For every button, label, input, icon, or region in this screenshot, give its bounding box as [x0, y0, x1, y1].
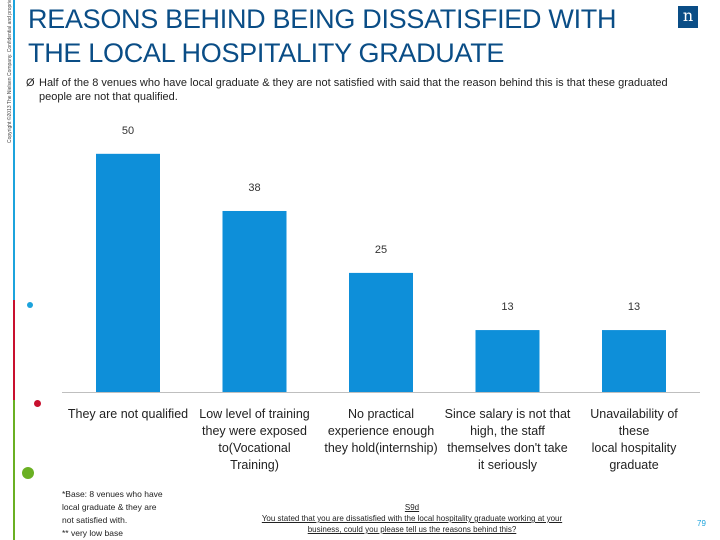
footnote-line: local graduate & they are — [62, 502, 157, 512]
red-dot-marker — [34, 400, 41, 407]
category-label-line: Low level of training — [199, 407, 310, 421]
bar-5 — [602, 330, 666, 392]
page-title: REASONS BEHIND BEING DISSATISFIED WITH T… — [28, 4, 617, 68]
category-label-1: They are not qualified — [62, 406, 194, 423]
nielsen-logo: n — [678, 6, 698, 28]
green-dot-marker — [22, 467, 34, 479]
category-label-line: They are not qualified — [67, 407, 189, 421]
category-label-line: themselves don't take — [447, 441, 568, 455]
category-label-line: graduate — [609, 458, 659, 472]
bar-4 — [475, 330, 540, 392]
question-line: business, could you please tell us the r… — [307, 525, 517, 534]
category-label-5: Unavailability of these local hospitality… — [575, 406, 693, 474]
bar-3 — [349, 272, 413, 392]
page-number: 79 — [697, 519, 706, 528]
bar-value-label: 25 — [375, 244, 387, 256]
category-label-line: experience enough — [327, 424, 435, 438]
survey-question: S9d You stated that you are dissatisfied… — [228, 502, 596, 535]
summary-bullet: Ø Half of the 8 venues who have local gr… — [26, 76, 686, 104]
footnote-line: ** very low base — [62, 528, 123, 538]
blue-dot-marker — [27, 302, 33, 308]
bar-2 — [222, 210, 287, 392]
side-line-blue — [13, 0, 15, 300]
category-label-line: they hold(internship) — [324, 441, 438, 455]
category-label-line: local hospitality — [591, 441, 677, 455]
footnote-line: *Base: 8 venues who have — [62, 489, 163, 499]
base-footnote: *Base: 8 venues who have local graduate … — [62, 488, 192, 540]
category-label-line: Training) — [230, 458, 279, 472]
category-label-line: to(Vocational — [218, 441, 291, 455]
category-label-line: Unavailability of these — [590, 407, 678, 438]
category-label-2: Low level of training they were exposed to… — [190, 406, 320, 474]
footnote-line: not satisfied with. — [62, 515, 128, 525]
side-line-green — [13, 400, 15, 540]
bar-value-label: 38 — [248, 182, 260, 194]
side-line-red — [13, 300, 15, 400]
category-label-4: Since salary is not that high, the staff t… — [436, 406, 580, 474]
question-id: S9d — [404, 503, 420, 512]
arrow-bullet-icon: Ø — [26, 77, 35, 89]
bar-value-label: 13 — [501, 301, 513, 313]
bar-1 — [96, 153, 160, 392]
category-label-3: No practical experience enough they hold(i… — [313, 406, 449, 457]
question-line: You stated that you are dissatisfied wit… — [261, 514, 563, 523]
side-accent-line — [13, 0, 15, 540]
category-label-line: Since salary is not that — [444, 407, 571, 421]
category-label-line: No practical — [348, 407, 414, 421]
category-label-line: they were exposed — [202, 424, 307, 438]
category-label-line: high, the staff — [470, 424, 545, 438]
bar-value-label: 50 — [122, 125, 134, 137]
category-label-line: it seriously — [477, 458, 538, 472]
bar-value-label: 13 — [628, 301, 640, 313]
summary-text: Half of the 8 venues who have local grad… — [39, 77, 668, 103]
